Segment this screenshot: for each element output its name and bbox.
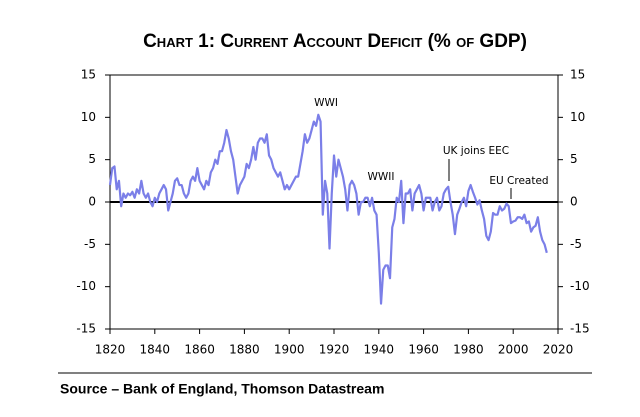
x-tick-label: 1960 xyxy=(408,343,439,357)
source: Source – Bank of England, Thomson Datast… xyxy=(60,381,384,397)
y2-tick-label: 15 xyxy=(570,68,585,82)
data-line xyxy=(108,113,548,305)
x-tick-label: 2020 xyxy=(543,343,574,357)
y2-tick-label: -10 xyxy=(570,279,590,293)
y2-tick-label: -15 xyxy=(570,322,590,336)
y-tick-label: 5 xyxy=(88,152,96,166)
x-tick-label: 1840 xyxy=(140,343,171,357)
y2-tick-label: 10 xyxy=(570,110,585,124)
chart-title: Chart 1: Current Account Deficit (% of G… xyxy=(143,31,527,52)
x-tick-label: 1880 xyxy=(229,343,260,357)
x-tick-label: 1860 xyxy=(184,343,215,357)
y2-tick-label: -5 xyxy=(570,237,582,251)
y-tick-label: -5 xyxy=(84,237,96,251)
y-tick-label: 10 xyxy=(81,110,96,124)
x-tick-label: 1920 xyxy=(319,343,350,357)
annotation: WWII xyxy=(368,171,395,183)
x-tick-label: 1900 xyxy=(274,343,305,357)
y-tick-label: -10 xyxy=(76,279,96,293)
y-tick-label: 0 xyxy=(88,195,96,209)
x-tick-label: 1980 xyxy=(453,343,484,357)
x-tick-label: 2000 xyxy=(498,343,529,357)
annotation: UK joins EEC xyxy=(443,145,509,157)
y-tick-label: -15 xyxy=(76,322,96,336)
y-tick-label: 15 xyxy=(81,68,96,82)
x-tick-label: 1940 xyxy=(364,343,395,357)
x-tick-label: 1820 xyxy=(95,343,126,357)
annotation: WWI xyxy=(314,97,338,109)
y2-tick-label: 0 xyxy=(570,195,578,209)
y2-tick-label: 5 xyxy=(570,152,578,166)
annotation: EU Created xyxy=(489,175,548,187)
